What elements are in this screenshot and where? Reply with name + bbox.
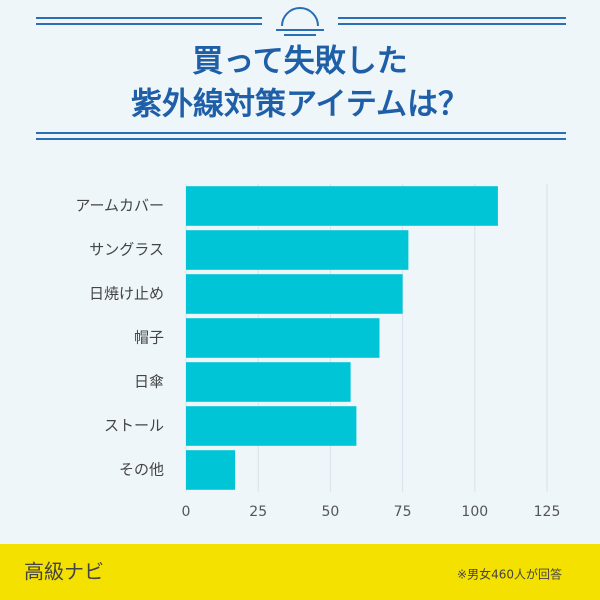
bar <box>186 318 380 358</box>
bar <box>186 362 351 402</box>
y-tick-label: サングラス <box>89 241 164 259</box>
x-tick-label: 50 <box>321 504 339 520</box>
bar <box>186 406 357 446</box>
footer-brand: 高級ナビ <box>24 560 104 584</box>
y-tick-label: その他 <box>119 461 164 479</box>
y-tick-label: ストール <box>104 417 164 435</box>
footer-note: ※男女460人が回答 <box>457 567 562 582</box>
x-tick-label: 75 <box>394 504 412 520</box>
y-tick-label: 帽子 <box>134 329 164 347</box>
x-tick-label: 100 <box>461 504 488 520</box>
x-tick-label: 25 <box>249 504 267 520</box>
bar <box>186 186 498 226</box>
x-tick-label: 125 <box>534 504 561 520</box>
chart-title: 紫外線対策アイテムは？ <box>131 87 469 123</box>
bar <box>186 274 403 314</box>
y-tick-label: 日焼け止め <box>89 285 164 303</box>
footer-bar <box>0 544 600 600</box>
bar <box>186 450 236 490</box>
x-tick-label: 0 <box>182 504 191 520</box>
y-tick-label: 日傘 <box>134 373 164 391</box>
y-tick-label: アームカバー <box>75 197 164 215</box>
chart-title: 買って失敗した <box>192 44 407 80</box>
bar <box>186 230 409 270</box>
title-decoration <box>36 7 566 140</box>
